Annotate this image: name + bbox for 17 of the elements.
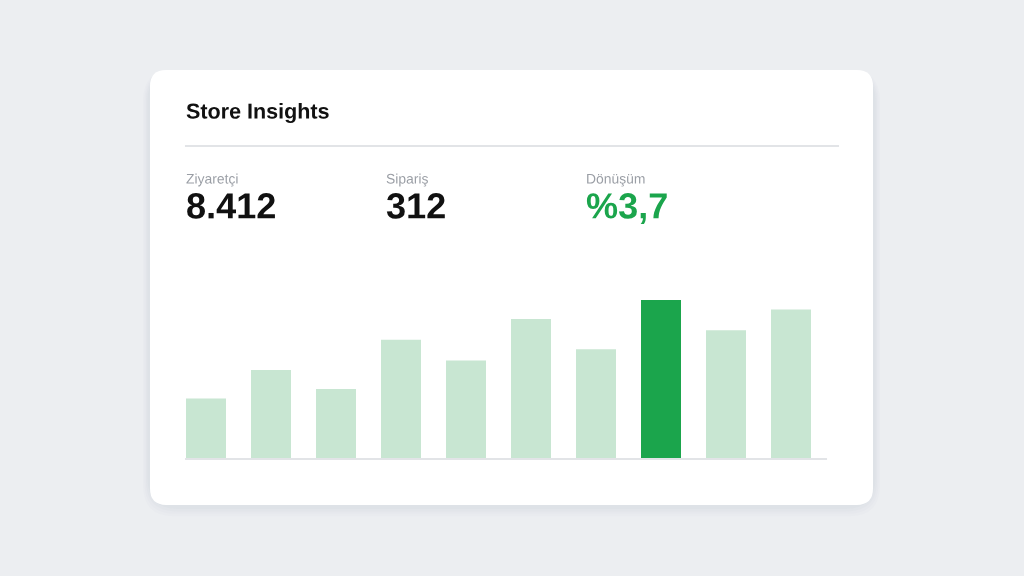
bar bbox=[446, 360, 486, 459]
bar bbox=[511, 319, 551, 459]
text: Ziyaretçi bbox=[186, 173, 238, 187]
bar bbox=[251, 369, 291, 459]
text: Sipariş bbox=[386, 173, 428, 187]
text: Dönüşüm bbox=[587, 173, 645, 187]
bar bbox=[706, 330, 746, 459]
bar bbox=[576, 349, 616, 459]
bar bbox=[641, 300, 681, 459]
chart-title: Store Insights bbox=[186, 102, 329, 124]
text: 312 bbox=[386, 193, 445, 219]
bar bbox=[186, 398, 226, 459]
bar bbox=[381, 339, 421, 459]
bar bbox=[316, 389, 356, 459]
text: 8.412 bbox=[187, 193, 275, 219]
bar bbox=[771, 309, 811, 459]
text: %3,7 bbox=[586, 193, 667, 224]
